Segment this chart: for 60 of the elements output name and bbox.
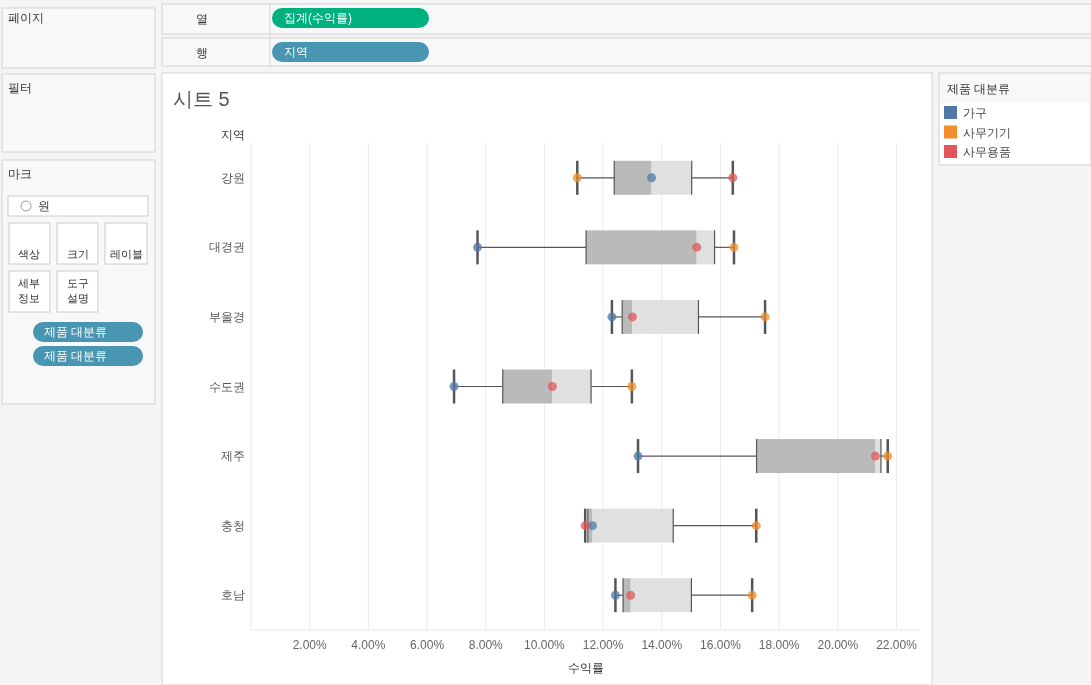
point	[870, 451, 880, 461]
chart-title: 시트 5	[173, 88, 230, 110]
point	[633, 451, 643, 461]
text: 필터	[8, 81, 32, 95]
text: 원	[38, 199, 50, 213]
point	[883, 451, 893, 461]
y-tick-label: 호남	[221, 588, 245, 603]
x-tick-label: 12.00%	[582, 638, 624, 652]
point	[449, 382, 459, 391]
x-tick-label: 14.00%	[641, 638, 683, 652]
x-tick-label: 2.00%	[292, 638, 328, 652]
y-tick-label: 충청	[221, 518, 245, 533]
y-tick-label: 대경권	[209, 240, 245, 255]
legend-label: 가구	[963, 106, 987, 120]
text: 마크	[8, 167, 32, 181]
point	[729, 242, 739, 252]
point	[580, 521, 590, 531]
legend-label: 사무용품	[963, 145, 1011, 159]
point	[626, 590, 636, 600]
point	[607, 312, 617, 322]
text: 열	[196, 12, 208, 26]
x-tick-label: 10.00%	[524, 638, 566, 652]
point	[473, 242, 483, 252]
point	[647, 173, 657, 183]
x-tick-label: 22.00%	[876, 638, 918, 652]
text: 도구 설명	[67, 277, 89, 304]
x-tick-label: 6.00%	[410, 638, 445, 652]
y-axis-title: 지역	[221, 128, 245, 142]
text: 레이블	[109, 248, 143, 260]
point	[588, 521, 598, 531]
point	[747, 590, 757, 600]
y-tick-label: 강원	[221, 170, 245, 185]
point	[751, 521, 761, 531]
point	[547, 382, 557, 391]
text: 제품 대분류	[44, 349, 108, 363]
text: 색상	[18, 248, 40, 260]
legend-title: 제품 대분류	[947, 82, 1011, 96]
text: 페이지	[8, 11, 44, 25]
y-tick-label: 수도권	[209, 379, 245, 394]
x-tick-label: 16.00%	[700, 638, 742, 652]
point	[692, 242, 702, 252]
y-tick-label: 부울경	[209, 309, 245, 324]
x-tick-label: 18.00%	[758, 638, 800, 652]
point	[760, 312, 770, 322]
point	[627, 382, 637, 391]
point	[728, 173, 738, 183]
text: 제품 대분류	[44, 325, 108, 339]
x-tick-label: 8.00%	[468, 638, 504, 652]
point	[572, 173, 582, 183]
text: 행	[196, 46, 208, 60]
text: 집계(수익률)	[284, 11, 352, 25]
x-tick-label: 20.00%	[817, 638, 859, 652]
text: 크기	[67, 248, 89, 260]
text: 지역	[284, 45, 308, 59]
x-tick-label: 4.00%	[351, 638, 386, 652]
text: 세부 정보	[18, 277, 40, 304]
point	[610, 590, 620, 600]
legend-label: 사무기기	[963, 125, 1011, 140]
x-axis-title: 수익률	[567, 661, 604, 675]
y-tick-label: 제주	[221, 449, 245, 464]
